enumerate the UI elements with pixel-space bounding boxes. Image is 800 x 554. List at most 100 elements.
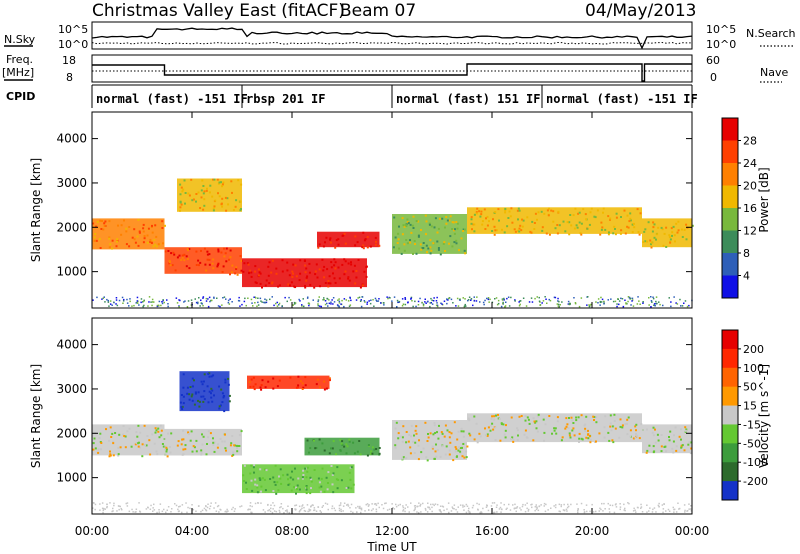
echo-cell: [318, 243, 321, 246]
echo-cell: [426, 440, 429, 442]
echo-cell: [257, 268, 260, 271]
echo-cell: [302, 386, 305, 389]
colorbar-tick-label: 200: [743, 343, 764, 356]
scatter-cell: [257, 502, 260, 504]
echo-cell: [516, 229, 519, 232]
echo-cell: [394, 236, 397, 239]
echo-cell: [250, 378, 253, 381]
scatter-cell: [658, 502, 660, 505]
scatter-cell: [413, 509, 415, 512]
echo-cell: [642, 241, 645, 243]
echo-cell: [354, 244, 357, 247]
scatter-cell: [451, 506, 454, 508]
echo-cell: [609, 217, 612, 220]
echo-cell: [217, 250, 220, 253]
scatter-cell: [527, 510, 530, 512]
scatter-cell: [137, 302, 139, 304]
scatter-cell: [487, 297, 490, 299]
scatter-cell: [338, 509, 341, 512]
scatter-cell: [251, 302, 253, 304]
scatter-cell: [465, 511, 468, 514]
scatter-cell: [424, 298, 426, 300]
scatter-cell: [627, 502, 629, 504]
scatter-cell: [393, 296, 396, 298]
scatter-cell: [607, 502, 609, 505]
echo-cell: [434, 432, 437, 434]
scatter-cell: [109, 300, 112, 302]
scatter-cell: [673, 296, 675, 298]
echo-cell: [675, 222, 678, 225]
scatter-cell: [499, 506, 502, 509]
scatter-cell: [496, 511, 498, 513]
scatter-cell: [161, 301, 163, 303]
echo-cell: [134, 443, 137, 446]
scatter-cell: [295, 508, 297, 511]
echo-cell: [185, 255, 188, 258]
colorbar-cell: [722, 253, 738, 276]
echo-cell: [504, 207, 507, 210]
scatter-cell: [684, 511, 686, 513]
echo-cell: [675, 445, 678, 448]
scatter-cell: [104, 508, 106, 510]
scatter-cell: [178, 305, 180, 308]
scatter-cell: [327, 508, 329, 511]
scatter-cell: [292, 304, 294, 306]
echo-cell: [93, 239, 96, 242]
scatter-cell: [476, 502, 478, 505]
echo-cell: [250, 275, 253, 278]
echo-cell: [304, 376, 307, 379]
echo-cell: [644, 228, 647, 231]
echo-cell: [398, 225, 400, 228]
scatter-cell: [276, 301, 278, 304]
echo-cell: [327, 285, 330, 288]
echo-cell: [239, 200, 242, 203]
scatter-cell: [602, 510, 604, 512]
echo-cell: [216, 446, 219, 449]
echo-cell: [272, 476, 275, 479]
echo-cell: [433, 226, 436, 229]
echo-cell: [247, 263, 250, 266]
scatter-cell: [640, 503, 642, 506]
scatter-cell: [411, 300, 413, 302]
scatter-cell: [680, 305, 682, 307]
scatter-cell: [467, 509, 470, 512]
scatter-cell: [178, 506, 180, 508]
echo-cell: [516, 429, 519, 432]
scatter-cell: [202, 296, 205, 298]
scatter-cell: [373, 305, 375, 307]
echo-cell: [517, 434, 519, 437]
scatter-cell: [684, 300, 687, 302]
scatter-cell: [434, 503, 437, 505]
echo-cell: [234, 205, 237, 208]
echo-cell: [425, 233, 427, 236]
scatter-cell: [300, 508, 302, 511]
echo-cell: [232, 209, 235, 211]
scatter-cell: [681, 305, 684, 307]
scatter-cell: [308, 508, 310, 511]
echo-cell: [97, 448, 100, 451]
echo-cell: [228, 394, 231, 397]
scatter-cell: [503, 297, 505, 300]
scatter-cell: [118, 505, 120, 507]
scatter-cell: [470, 298, 473, 300]
echo-cell: [236, 450, 239, 453]
echo-cell: [397, 238, 400, 241]
echo-cell: [338, 277, 341, 280]
echo-cell: [336, 466, 339, 469]
echo-cell: [282, 474, 285, 477]
x-tick-label: 00:00: [75, 524, 110, 538]
scatter-cell: [479, 301, 481, 303]
echo-cell: [145, 444, 148, 447]
echo-cell: [304, 286, 307, 289]
echo-cell: [295, 486, 297, 489]
echo-cell: [375, 448, 378, 450]
echo-cell: [172, 251, 175, 254]
echo-cell: [92, 448, 95, 451]
echo-cell: [536, 430, 539, 433]
echo-cell: [688, 441, 691, 444]
echo-cell: [366, 246, 369, 249]
echo-cell: [357, 259, 360, 261]
echo-cell: [554, 427, 557, 430]
echo-cell: [231, 264, 234, 267]
scatter-cell: [588, 304, 590, 306]
